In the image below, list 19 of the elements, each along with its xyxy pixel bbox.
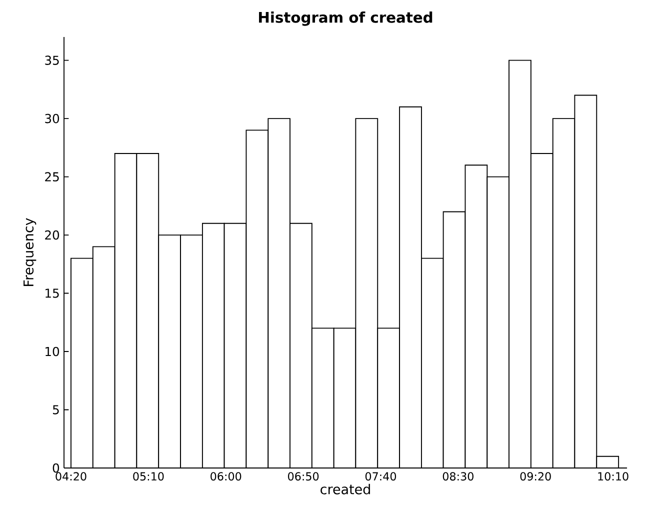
y-tick-label: 0: [52, 463, 60, 473]
x-tick-label: 08:30: [442, 472, 474, 481]
x-tick-label: 09:20: [520, 472, 551, 481]
x-tick-label: 04:20: [56, 472, 86, 481]
y-tick-label: 15: [46, 288, 59, 298]
x-tick-label: 06:50: [288, 472, 319, 481]
y-axis-title: Frequency: [24, 218, 36, 286]
y-tick-label: 5: [52, 405, 59, 414]
y-tick-label: 35: [45, 56, 59, 65]
y-tick-label: 25: [45, 172, 59, 182]
x-tick-label: 06:00: [210, 472, 242, 481]
x-tick-label: 07:40: [365, 472, 396, 481]
x-axis-title: created: [320, 484, 370, 494]
y-tick-label: 30: [45, 114, 60, 124]
x-tick-label: 10:10: [598, 472, 628, 481]
chart-title: Histogram of created: [259, 12, 432, 26]
y-tick-label: 20: [45, 230, 60, 240]
x-tick-label: 05:10: [133, 472, 164, 481]
y-tick-label: 10: [46, 346, 60, 356]
